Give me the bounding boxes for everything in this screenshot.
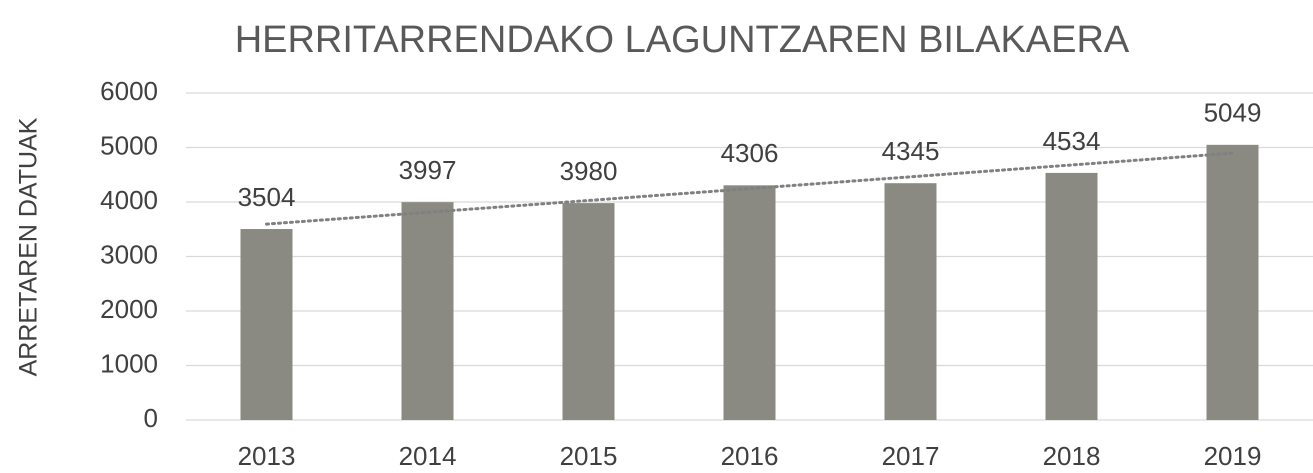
bar	[562, 203, 615, 420]
data-label: 3980	[560, 156, 618, 186]
x-tick-label: 2014	[399, 441, 457, 471]
chart-title: HERRITARRENDAKO LAGUNTZAREN BILAKAERA	[235, 19, 1130, 61]
x-tick-label: 2016	[721, 441, 779, 471]
bar	[1206, 144, 1259, 420]
y-axis-label: ARRETAREN DATUAK	[15, 117, 43, 376]
data-label: 4345	[882, 136, 940, 166]
x-tick-label: 2013	[238, 441, 296, 471]
bar	[1045, 172, 1098, 420]
data-label: 3997	[399, 155, 457, 185]
y-tick-label: 5000	[100, 130, 158, 160]
y-tick-label: 0	[144, 403, 158, 433]
y-tick-label: 3000	[100, 239, 158, 269]
x-tick-label: 2019	[1204, 441, 1262, 471]
bar	[723, 185, 776, 420]
data-label: 4306	[721, 138, 779, 168]
y-tick-label: 4000	[100, 185, 158, 215]
y-tick-label: 2000	[100, 294, 158, 324]
y-tick-label: 6000	[100, 76, 158, 106]
data-label: 4534	[1043, 126, 1101, 156]
bar	[884, 183, 937, 420]
bar	[401, 202, 454, 420]
x-tick-label: 2018	[1043, 441, 1101, 471]
trendline	[265, 151, 1234, 226]
data-label: 5049	[1204, 98, 1262, 128]
data-label: 3504	[238, 182, 296, 212]
x-tick-label: 2017	[882, 441, 940, 471]
bar	[240, 229, 293, 420]
x-tick-label: 2015	[560, 441, 618, 471]
y-tick-label: 1000	[100, 348, 158, 378]
